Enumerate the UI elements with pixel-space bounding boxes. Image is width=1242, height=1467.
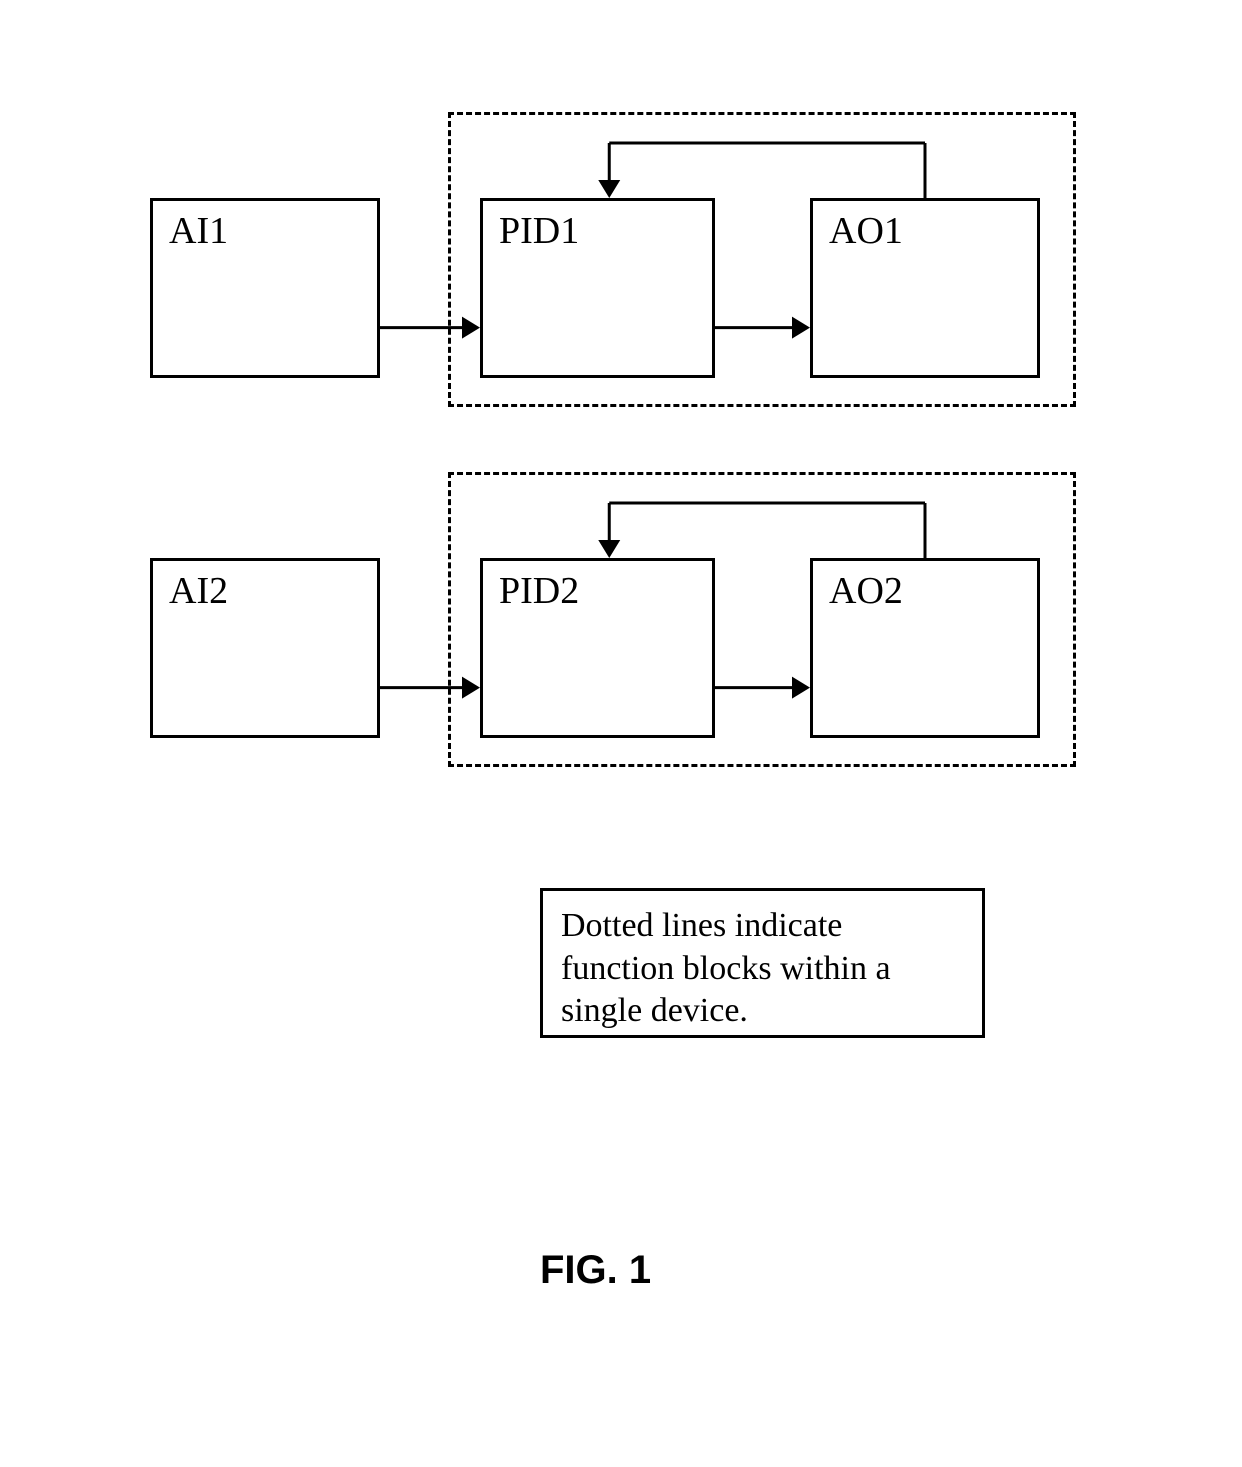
block-label: AI1 bbox=[169, 210, 228, 252]
diagram-canvas: AI1 PID1 AO1 AI2 PID2 AO2 Dotted lines i… bbox=[0, 0, 1242, 1467]
block-ao2: AO2 bbox=[810, 558, 1040, 738]
figure-label: FIG. 1 bbox=[540, 1248, 651, 1293]
figure-label-text: FIG. 1 bbox=[540, 1248, 651, 1292]
block-label: AO2 bbox=[829, 570, 903, 612]
block-label: PID2 bbox=[499, 570, 579, 612]
block-label: PID1 bbox=[499, 210, 579, 252]
block-ao1: AO1 bbox=[810, 198, 1040, 378]
block-label: AI2 bbox=[169, 570, 228, 612]
block-label: AO1 bbox=[829, 210, 903, 252]
block-ai2: AI2 bbox=[150, 558, 380, 738]
block-ai1: AI1 bbox=[150, 198, 380, 378]
block-pid2: PID2 bbox=[480, 558, 715, 738]
legend-text: Dotted lines indicate function blocks wi… bbox=[561, 907, 891, 1029]
legend-box: Dotted lines indicate function blocks wi… bbox=[540, 888, 985, 1038]
block-pid1: PID1 bbox=[480, 198, 715, 378]
